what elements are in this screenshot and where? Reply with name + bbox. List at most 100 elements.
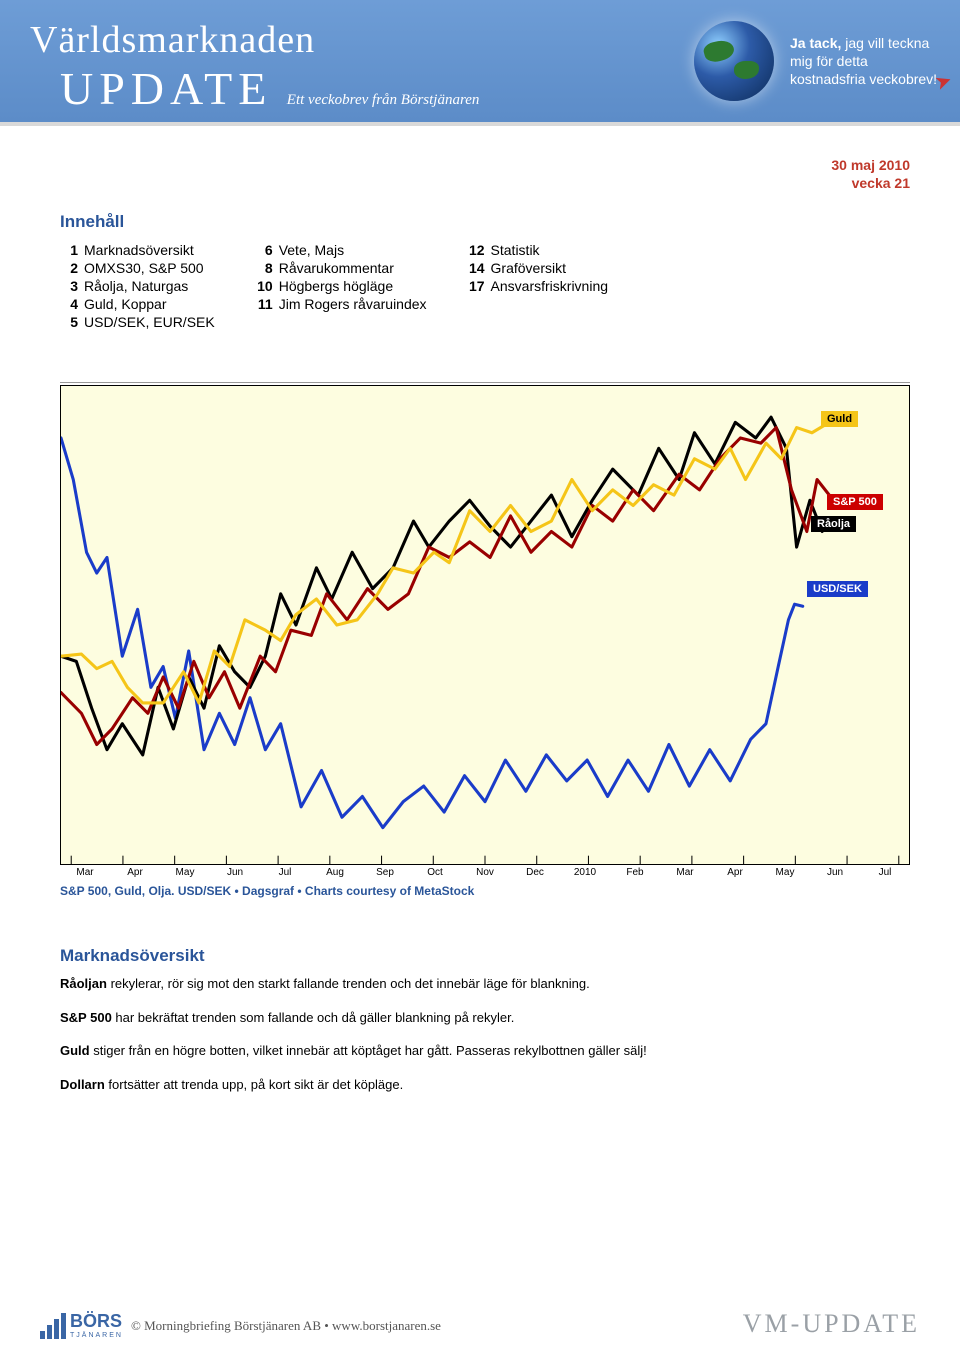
- xaxis-label: Jul: [860, 867, 910, 878]
- market-paragraph: Guld stiger från en högre botten, vilket…: [60, 1041, 910, 1061]
- toc-num: 1: [60, 242, 84, 258]
- toc-label: Jim Rogers råvaruindex: [279, 296, 427, 312]
- toc-num: 5: [60, 314, 84, 330]
- toc-col: 6Vete, Majs8Råvarukommentar10Högbergs hö…: [255, 240, 427, 332]
- footer-left: BÖRS TJÄNAREN © Morningbriefing Börstjän…: [40, 1312, 441, 1339]
- market-bold: Guld: [60, 1043, 90, 1058]
- market-section: Marknadsöversikt Råoljan rekylerar, rör …: [60, 946, 910, 1094]
- xaxis-label: Jun: [810, 867, 860, 878]
- toc-row: 17Ansvarsfriskrivning: [467, 278, 608, 294]
- toc-num: 17: [467, 278, 491, 294]
- toc-row: 11Jim Rogers råvaruindex: [255, 296, 427, 312]
- legend-usdsek: USD/SEK: [807, 581, 868, 597]
- xaxis-label: Jun: [210, 867, 260, 878]
- xaxis-label: 2010: [560, 867, 610, 878]
- cta-text[interactable]: Ja tack, jag vill teckna mig för detta k…: [790, 34, 940, 89]
- title-line1: Världsmarknaden: [30, 18, 479, 62]
- toc-label: Graföversikt: [491, 260, 566, 276]
- chart-caption: S&P 500, Guld, Olja. USD/SEK • Dagsgraf …: [60, 884, 910, 898]
- toc-label: Ansvarsfriskrivning: [491, 278, 608, 294]
- legend-sp500: S&P 500: [827, 494, 883, 510]
- xaxis-label: Apr: [110, 867, 160, 878]
- toc-row: 1Marknadsöversikt: [60, 242, 215, 258]
- header-title-block: Världsmarknaden UPDATE Ett veckobrev frå…: [0, 8, 499, 115]
- toc-num: 11: [255, 296, 279, 312]
- toc-num: 4: [60, 296, 84, 312]
- toc-num: 14: [467, 260, 491, 276]
- toc-row: 3Råolja, Naturgas: [60, 278, 215, 294]
- toc-row: 5USD/SEK, EUR/SEK: [60, 314, 215, 330]
- toc-col: 1Marknadsöversikt2OMXS30, S&P 5003Råolja…: [60, 240, 215, 332]
- toc-label: USD/SEK, EUR/SEK: [84, 314, 215, 330]
- xaxis-label: Jul: [260, 867, 310, 878]
- toc-num: 10: [255, 278, 279, 294]
- xaxis-label: May: [760, 867, 810, 878]
- header-right: Ja tack, jag vill teckna mig för detta k…: [694, 0, 960, 122]
- market-title: Marknadsöversikt: [60, 946, 910, 966]
- cta-bold: Ja tack,: [790, 35, 841, 51]
- xaxis-label: Aug: [310, 867, 360, 878]
- toc-num: 2: [60, 260, 84, 276]
- date-line2: vecka 21: [60, 174, 910, 192]
- xaxis-label: Dec: [510, 867, 560, 878]
- toc-label: Vete, Majs: [279, 242, 344, 258]
- toc-num: 12: [467, 242, 491, 258]
- toc-label: Råolja, Naturgas: [84, 278, 188, 294]
- toc-row: 4Guld, Koppar: [60, 296, 215, 312]
- page-body: 30 maj 2010 vecka 21 Innehåll 1Marknadsö…: [0, 126, 960, 1128]
- title-line2: UPDATE: [60, 63, 272, 114]
- toc-title: Innehåll: [60, 212, 910, 232]
- toc-num: 8: [255, 260, 279, 276]
- toc-num: 3: [60, 278, 84, 294]
- chart-area: Guld S&P 500 Råolja USD/SEK: [60, 385, 910, 865]
- xaxis-labels: MarAprMayJunJulAugSepOctNovDec2010FebMar…: [60, 865, 910, 878]
- toc-label: Statistik: [491, 242, 540, 258]
- toc-label: Högbergs högläge: [279, 278, 393, 294]
- footer-logo: BÖRS TJÄNAREN: [40, 1312, 123, 1339]
- logo-text: BÖRS: [70, 1311, 122, 1331]
- xaxis-label: May: [160, 867, 210, 878]
- chart-wrap: GuldS&P 500RåoljaUSD/SEK MarAprMayJunJul…: [60, 382, 910, 898]
- xaxis-label: Mar: [60, 867, 110, 878]
- xaxis-label: Feb: [610, 867, 660, 878]
- legend-guld: Guld: [821, 411, 858, 427]
- xaxis-label: Nov: [460, 867, 510, 878]
- toc-row: 14Graföversikt: [467, 260, 608, 276]
- market-paragraph: Dollarn fortsätter att trenda upp, på ko…: [60, 1075, 910, 1095]
- logo-sub: TJÄNAREN: [70, 1332, 123, 1339]
- date-line1: 30 maj 2010: [60, 156, 910, 174]
- market-bold: Råoljan: [60, 976, 107, 991]
- toc-num: 6: [255, 242, 279, 258]
- header-subtitle: Ett veckobrev från Börstjänaren: [287, 92, 480, 109]
- xaxis-label: Sep: [360, 867, 410, 878]
- toc-row: 2OMXS30, S&P 500: [60, 260, 215, 276]
- legend-rolja: Råolja: [811, 516, 856, 532]
- market-paragraph: Råoljan rekylerar, rör sig mot den stark…: [60, 974, 910, 994]
- toc: 1Marknadsöversikt2OMXS30, S&P 5003Råolja…: [60, 240, 910, 332]
- xaxis-label: Mar: [660, 867, 710, 878]
- toc-row: 12Statistik: [467, 242, 608, 258]
- toc-label: Guld, Koppar: [84, 296, 167, 312]
- toc-label: Råvarukommentar: [279, 260, 394, 276]
- toc-row: 8Råvarukommentar: [255, 260, 427, 276]
- xaxis-label: Apr: [710, 867, 760, 878]
- toc-col: 12Statistik14Graföversikt17Ansvarsfriskr…: [467, 240, 608, 332]
- chart-top-rule: [60, 382, 910, 383]
- date-block: 30 maj 2010 vecka 21: [60, 156, 910, 192]
- toc-row: 6Vete, Majs: [255, 242, 427, 258]
- cta-arrow-icon: ➤: [931, 67, 955, 96]
- toc-row: 10Högbergs högläge: [255, 278, 427, 294]
- toc-label: Marknadsöversikt: [84, 242, 194, 258]
- footer-right: VM-UPDATE: [743, 1309, 920, 1339]
- market-bold: S&P 500: [60, 1010, 112, 1025]
- xaxis-label: Oct: [410, 867, 460, 878]
- toc-label: OMXS30, S&P 500: [84, 260, 204, 276]
- market-paragraph: S&P 500 har bekräftat trenden som fallan…: [60, 1008, 910, 1028]
- globe-icon: [694, 21, 774, 101]
- market-bold: Dollarn: [60, 1077, 105, 1092]
- chart-svg: [61, 386, 909, 864]
- header-banner: Världsmarknaden UPDATE Ett veckobrev frå…: [0, 0, 960, 126]
- footer-copy: © Morningbriefing Börstjänaren AB • www.…: [131, 1318, 441, 1334]
- logo-bars-icon: [40, 1313, 66, 1339]
- footer: BÖRS TJÄNAREN © Morningbriefing Börstjän…: [0, 1309, 960, 1339]
